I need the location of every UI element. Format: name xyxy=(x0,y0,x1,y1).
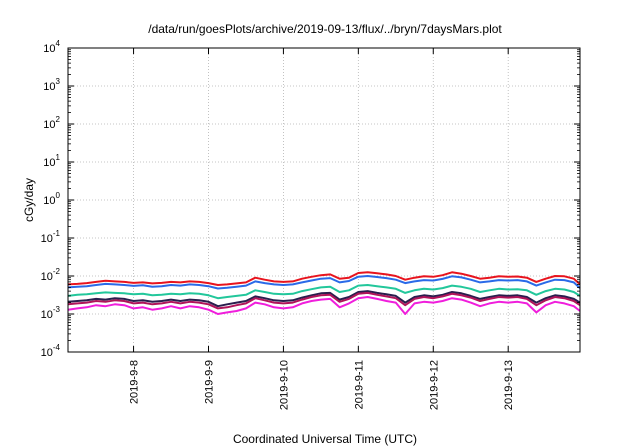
series-lines xyxy=(67,271,581,315)
chart-title: /data/run/goesPlots/archive/2019-09-13/f… xyxy=(148,22,502,36)
x-tick-label: 2019-9-9 xyxy=(203,360,215,404)
series-line-5 xyxy=(67,291,581,310)
x-tick-label: 2019-9-13 xyxy=(503,360,515,410)
y-tick-label: 104 xyxy=(43,39,60,55)
x-axis-ticks: 2019-9-8 2019-9-9 2019-9-10 2019-9-11 2019-9… xyxy=(129,48,515,410)
y-tick-label: 102 xyxy=(43,115,60,131)
y-tick-label: 103 xyxy=(43,77,60,93)
series-line-1 xyxy=(67,271,581,286)
y-tick-label: 10-2 xyxy=(41,267,61,283)
y-tick-label: 100 xyxy=(43,191,60,207)
grid xyxy=(68,48,580,352)
y-axis-label: cGy/day xyxy=(22,178,36,222)
series-line-3 xyxy=(67,284,581,300)
y-tick-label: 10-3 xyxy=(41,305,61,321)
series-line-4 xyxy=(67,290,581,308)
y-tick-label: 101 xyxy=(43,153,60,169)
y-tick-label: 10-4 xyxy=(41,343,61,359)
x-tick-label: 2019-9-8 xyxy=(129,360,141,404)
x-tick-label: 2019-9-10 xyxy=(278,360,290,410)
y-axis-ticks: 104 103 102 101 100 10-1 10-2 10-3 10-4 xyxy=(41,39,580,359)
x-tick-label: 2019-9-12 xyxy=(428,360,440,410)
series-line-2 xyxy=(67,275,581,290)
series-line-6 xyxy=(67,296,581,315)
y-tick-label: 10-1 xyxy=(41,229,61,245)
x-tick-label: 2019-9-11 xyxy=(353,360,365,409)
x-axis-label: Coordinated Universal Time (UTC) xyxy=(233,432,417,446)
